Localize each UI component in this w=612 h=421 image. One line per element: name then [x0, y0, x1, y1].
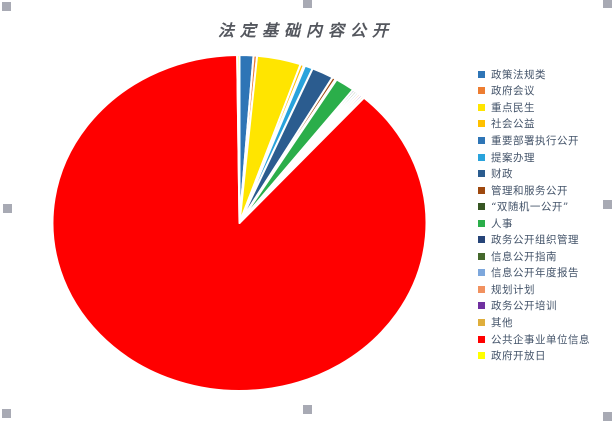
legend-label: 信息公开年度报告 [491, 267, 579, 280]
legend-label: 人事 [491, 217, 513, 230]
legend-swatch-icon [478, 120, 485, 128]
legend-swatch-icon [478, 153, 485, 161]
legend-label: 政府开放日 [491, 350, 546, 363]
chart-title[interactable]: 法定基础内容公开 [217, 21, 394, 40]
legend-item[interactable]: 管理和服务公开 [478, 182, 590, 199]
legend-swatch-icon [478, 87, 485, 95]
legend-label: 重点民生 [491, 101, 535, 114]
pie-slice[interactable] [236, 53, 241, 224]
legend-swatch-icon [478, 186, 485, 194]
selection-handle-bottom-middle[interactable] [303, 405, 312, 414]
legend-label: 社会公益 [491, 118, 535, 131]
legend-swatch-icon [478, 203, 485, 211]
legend-label: 政务公开组织管理 [491, 234, 579, 247]
selection-handle-left-middle[interactable] [3, 204, 12, 213]
legend-swatch-icon [478, 285, 485, 293]
legend-item[interactable]: 重要部署执行公开 [478, 132, 590, 149]
legend-label: 政策法规类 [491, 68, 546, 81]
legend-item[interactable]: 人事 [478, 215, 590, 232]
legend-label: 提案办理 [491, 151, 535, 164]
selection-handle-bottom-right[interactable] [603, 412, 612, 421]
legend-item[interactable]: 提案办理 [478, 149, 590, 166]
legend-item[interactable]: 信息公开年度报告 [478, 265, 590, 282]
selection-handle-top-right[interactable] [603, 0, 612, 8]
legend-item[interactable]: “双随机一公开” [478, 198, 590, 215]
legend-item[interactable]: 政府会议 [478, 83, 590, 100]
legend-item[interactable]: 重点民生 [478, 99, 590, 116]
legend-item[interactable]: 信息公开指南 [478, 248, 590, 265]
legend-label: 公共企事业单位信息 [491, 333, 590, 346]
legend-label: 政务公开培训 [491, 300, 557, 313]
legend-swatch-icon [478, 252, 485, 260]
legend-label: 政府会议 [491, 85, 535, 98]
legend-label: “双随机一公开” [491, 201, 569, 214]
chart-legend: 政策法规类政府会议重点民生社会公益重要部署执行公开 提案办理财政管理和服务公开 “双… [478, 66, 590, 364]
selection-handle-right-middle[interactable] [603, 200, 612, 209]
legend-label: 重要部署执行公开 [491, 134, 579, 147]
legend-label: 其他 [491, 316, 513, 329]
legend-item[interactable]: 社会公益 [478, 116, 590, 133]
legend-swatch-icon [478, 335, 485, 343]
legend-swatch-icon [478, 70, 485, 78]
legend-item[interactable]: 公共企事业单位信息 [478, 331, 590, 348]
legend-item[interactable]: 政府开放日 [478, 347, 590, 364]
legend-swatch-icon [478, 170, 485, 178]
legend-swatch-icon [478, 236, 485, 244]
legend-swatch-icon [478, 136, 485, 144]
legend-item[interactable]: 其他 [478, 314, 590, 331]
legend-label: 财政 [491, 168, 513, 181]
legend-label: 规划计划 [491, 283, 535, 296]
legend-swatch-icon [478, 352, 485, 360]
selection-handle-top-left[interactable] [2, 2, 11, 11]
legend-swatch-icon [478, 219, 485, 227]
legend-swatch-icon [478, 269, 485, 277]
legend-swatch-icon [478, 103, 485, 111]
legend-swatch-icon [478, 318, 485, 326]
legend-item[interactable]: 财政 [478, 165, 590, 182]
legend-label: 管理和服务公开 [491, 184, 568, 197]
legend-item[interactable]: 政策法规类 [478, 66, 590, 83]
selection-handle-top-middle[interactable] [303, 0, 312, 8]
legend-item[interactable]: 政务公开培训 [478, 298, 590, 315]
legend-label: 信息公开指南 [491, 250, 557, 263]
pie-slice[interactable] [51, 54, 428, 392]
legend-item[interactable]: 政务公开组织管理 [478, 231, 590, 248]
selection-handle-bottom-left[interactable] [2, 409, 11, 418]
legend-item[interactable]: 规划计划 [478, 281, 590, 298]
legend-swatch-icon [478, 302, 485, 310]
